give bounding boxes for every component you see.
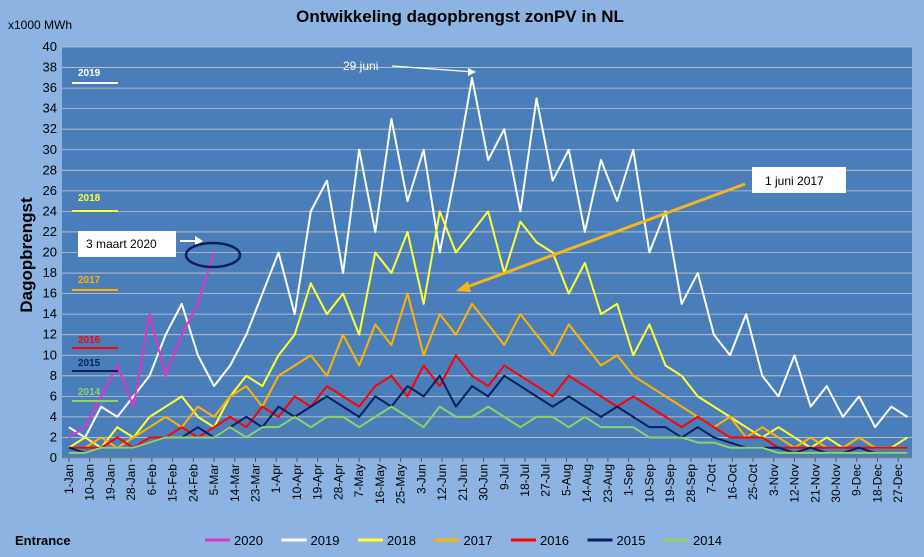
y-tick-label: 36 (43, 80, 57, 95)
x-tick-label: 14-Aug (580, 464, 594, 503)
x-tick-label: 16-May (373, 464, 387, 504)
x-tick-label: 7-May (352, 464, 366, 497)
x-tick-label: 27-Jul (539, 464, 553, 497)
y-tick-label: 22 (43, 224, 57, 239)
y-tick-label: 24 (43, 203, 57, 218)
x-tick-label: 21-Nov (808, 464, 822, 503)
x-tick-label: 6-Feb (145, 464, 159, 496)
year-marker-label: 2014 (78, 387, 101, 398)
x-tick-label: 24-Feb (186, 464, 200, 502)
x-tick-label: 25-May (394, 464, 408, 504)
y-tick-label: 26 (43, 183, 57, 198)
x-tick-label: 3-Nov (767, 464, 781, 496)
footer: Entrance (15, 533, 71, 548)
arrow (463, 182, 746, 290)
x-tick-label: 28-Apr (331, 464, 345, 500)
legend-label: 2016 (540, 533, 569, 548)
annotation: 29 juni (343, 59, 378, 73)
y-tick-label: 12 (43, 327, 57, 342)
year-marker-label: 2018 (78, 193, 101, 204)
x-tick-label: 10-Sep (642, 464, 656, 503)
x-tick-label: 5-Aug (559, 464, 573, 496)
y-tick-label: 20 (43, 245, 57, 260)
y-axis-label: Dagopbrengst (17, 197, 36, 313)
x-tick-label: 12-Jun (435, 464, 449, 501)
arrow-head (456, 281, 471, 292)
series-line (68, 405, 908, 454)
x-tick-label: 10-Jan (83, 464, 97, 501)
arrow (391, 65, 475, 73)
y-tick-label: 30 (43, 142, 57, 157)
year-marker-label: 2017 (78, 275, 101, 286)
x-tick-label: 1-Apr (269, 464, 283, 493)
y-tick-label: 14 (43, 306, 57, 321)
x-tick-label: 28-Sep (684, 464, 698, 503)
x-tick-label: 7-Oct (705, 463, 719, 493)
chart-title: Ontwikkeling dagopbrengst zonPV in NL (296, 7, 624, 26)
x-tick-label: 21-Jun (456, 464, 470, 501)
x-tick-label: 3-Jun (414, 464, 428, 494)
legend-label: 2019 (311, 533, 340, 548)
y-tick-label: 2 (50, 429, 57, 444)
x-tick-label: 18-Jul (518, 464, 532, 497)
annotation-box (78, 231, 176, 257)
y-unit: x1000 MWh (8, 18, 72, 32)
y-tick-label: 32 (43, 121, 57, 136)
series-line (68, 76, 908, 439)
x-tick-label: 25-Oct (746, 463, 760, 500)
x-tick-label: 30-Nov (829, 464, 843, 503)
x-tick-label: 1-Jan (62, 464, 76, 494)
legend-label: 2018 (387, 533, 416, 548)
y-tick-label: 0 (50, 450, 57, 465)
annotation: 3 maart 2020 (86, 237, 157, 251)
x-tick-label: 14-Mar (228, 464, 242, 502)
y-tick-label: 16 (43, 286, 57, 301)
x-tick-label: 19-Apr (311, 464, 325, 500)
y-tick-label: 10 (43, 347, 57, 362)
x-tick-label: 23-Aug (601, 464, 615, 503)
x-tick-label: 12-Nov (788, 464, 802, 503)
y-tick-label: 8 (50, 368, 57, 383)
legend-label: 2020 (234, 533, 263, 548)
series-line (68, 252, 215, 439)
y-tick-label: 6 (50, 388, 57, 403)
y-tick-label: 34 (43, 101, 57, 116)
x-tick-label: 18-Dec (870, 464, 884, 503)
year-marker-label: 2016 (78, 335, 101, 346)
highlight (184, 241, 242, 269)
x-tick-label: 19-Sep (663, 464, 677, 503)
year-marker-label: 2019 (78, 68, 101, 79)
series-line (68, 210, 908, 449)
annotation: 1 juni 2017 (765, 174, 824, 188)
legend-label: 2014 (693, 533, 722, 548)
x-tick-label: 9-Jul (497, 464, 511, 490)
annotation-box (752, 167, 846, 193)
x-tick-label: 15-Feb (166, 464, 180, 502)
series-line (68, 374, 908, 454)
y-tick-label: 38 (43, 60, 57, 75)
x-tick-label: 9-Dec (850, 464, 864, 496)
y-tick-label: 28 (43, 162, 57, 177)
x-tick-label: 27-Dec (891, 464, 905, 503)
legend-label: 2017 (464, 533, 493, 548)
y-tick-label: 40 (43, 39, 57, 54)
x-tick-label: 23-Mar (248, 464, 262, 502)
x-tick-label: 16-Oct (725, 463, 739, 500)
series-line (68, 292, 908, 449)
series-line (68, 354, 908, 449)
y-tick-label: 18 (43, 265, 57, 280)
x-tick-label: 1-Sep (622, 464, 636, 496)
arrow-head (468, 68, 476, 76)
x-tick-label: 28-Jan (124, 464, 138, 501)
year-marker-label: 2015 (78, 358, 101, 369)
x-tick-label: 30-Jun (477, 464, 491, 501)
x-tick-label: 10-Apr (290, 464, 304, 500)
x-tick-label: 5-Mar (207, 464, 221, 495)
arrow-head (195, 236, 203, 246)
x-tick-label: 19-Jan (103, 464, 117, 501)
y-tick-label: 4 (50, 409, 57, 424)
legend-label: 2015 (617, 533, 646, 548)
